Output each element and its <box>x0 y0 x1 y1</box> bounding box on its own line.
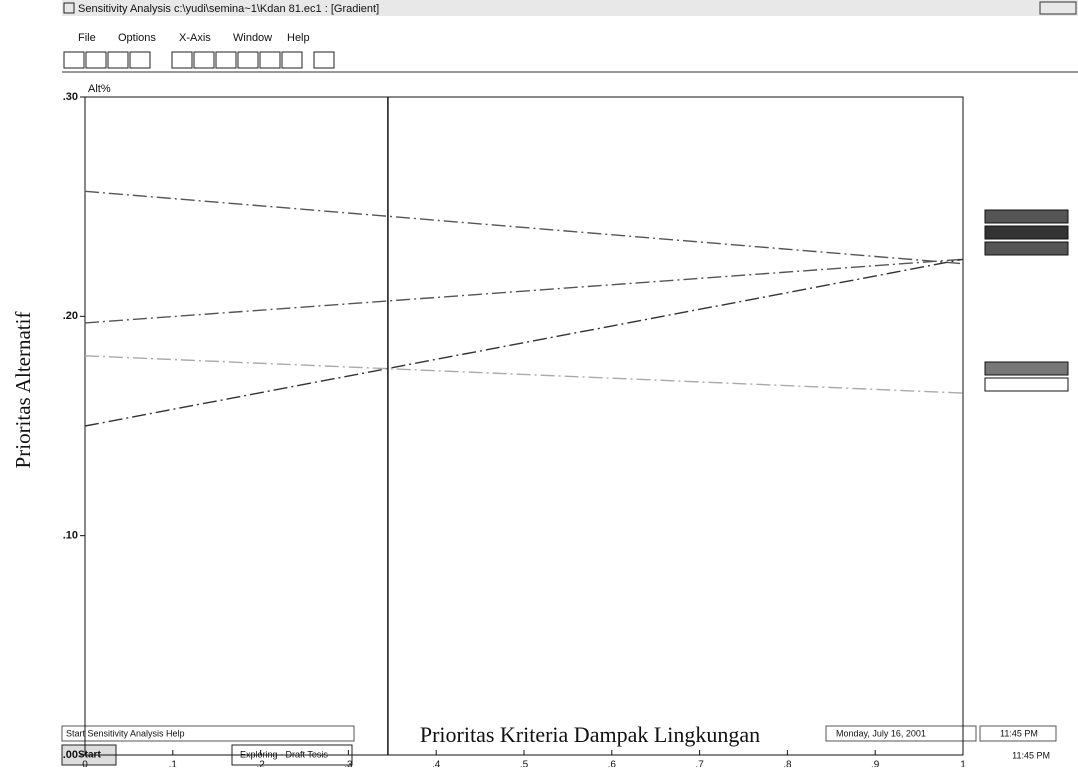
tool-button[interactable] <box>172 52 192 68</box>
tool-button[interactable] <box>64 52 84 68</box>
menu-item[interactable]: Options <box>118 32 156 44</box>
x-tick-label: .1 <box>169 760 178 767</box>
series-line <box>85 191 963 263</box>
tool-button[interactable] <box>238 52 258 68</box>
menu-item[interactable]: File <box>78 32 96 44</box>
toolbar <box>62 52 1078 72</box>
y-axis-label: Prioritas Alternatif <box>11 312 35 469</box>
series-line <box>85 259 963 426</box>
taskbar-clock: 11:45 PM <box>1012 750 1050 760</box>
legend-box[interactable] <box>985 226 1068 239</box>
screen: Sensitivity Analysis c:\yudi\semina~1\Kd… <box>0 0 1078 767</box>
corner-label: Alt% <box>88 83 111 95</box>
x-tick-label: .8 <box>783 760 792 767</box>
tool-button[interactable] <box>86 52 106 68</box>
plot-area <box>85 97 963 755</box>
menu-item[interactable]: X-Axis <box>179 32 211 44</box>
x-tick-label: .5 <box>520 760 529 767</box>
tool-button[interactable] <box>216 52 236 68</box>
tool-button[interactable] <box>108 52 128 68</box>
y-tick-label: .00 <box>63 749 78 761</box>
y-tick-label: .10 <box>63 530 78 542</box>
series-line <box>85 259 963 323</box>
x-tick-label: .2 <box>256 760 265 767</box>
x-tick-label: 0 <box>82 760 88 767</box>
x-tick-label: .9 <box>871 760 880 767</box>
tool-button[interactable] <box>282 52 302 68</box>
status-help: Start Sensitivity Analysis Help <box>66 728 185 738</box>
x-tick-label: .6 <box>608 760 617 767</box>
y-tick-label: .30 <box>63 91 78 103</box>
legend-box[interactable] <box>985 362 1068 375</box>
menu-item[interactable]: Window <box>233 32 272 44</box>
task-label: Exploring - Draft Tesis <box>240 749 328 759</box>
status-date: Monday, July 16, 2001 <box>836 728 926 738</box>
tool-button[interactable] <box>130 52 150 68</box>
menu-item[interactable]: Help <box>287 32 310 44</box>
legend-box[interactable] <box>985 210 1068 223</box>
status-time: 11:45 PM <box>1000 728 1038 738</box>
page: {"window": {"title": "Sensitivity Analys… <box>0 0 1078 772</box>
y-tick-label: .20 <box>63 310 78 322</box>
window-title: Sensitivity Analysis c:\yudi\semina~1\Kd… <box>78 3 379 15</box>
tool-button[interactable] <box>260 52 280 68</box>
x-tick-label: .3 <box>344 760 353 767</box>
x-tick-label: .7 <box>695 760 704 767</box>
x-axis-label: Prioritas Kriteria Dampak Lingkungan <box>420 722 760 747</box>
tool-button[interactable] <box>314 52 334 68</box>
x-tick-label: .4 <box>432 760 441 767</box>
legend-box[interactable] <box>985 378 1068 391</box>
tool-button[interactable] <box>194 52 214 68</box>
legend-box[interactable] <box>985 242 1068 255</box>
x-tick-label: 1 <box>960 760 966 767</box>
legend <box>985 210 1068 391</box>
series-line <box>85 356 963 393</box>
menu-bar: File Options X-Axis Window Help <box>78 32 310 44</box>
